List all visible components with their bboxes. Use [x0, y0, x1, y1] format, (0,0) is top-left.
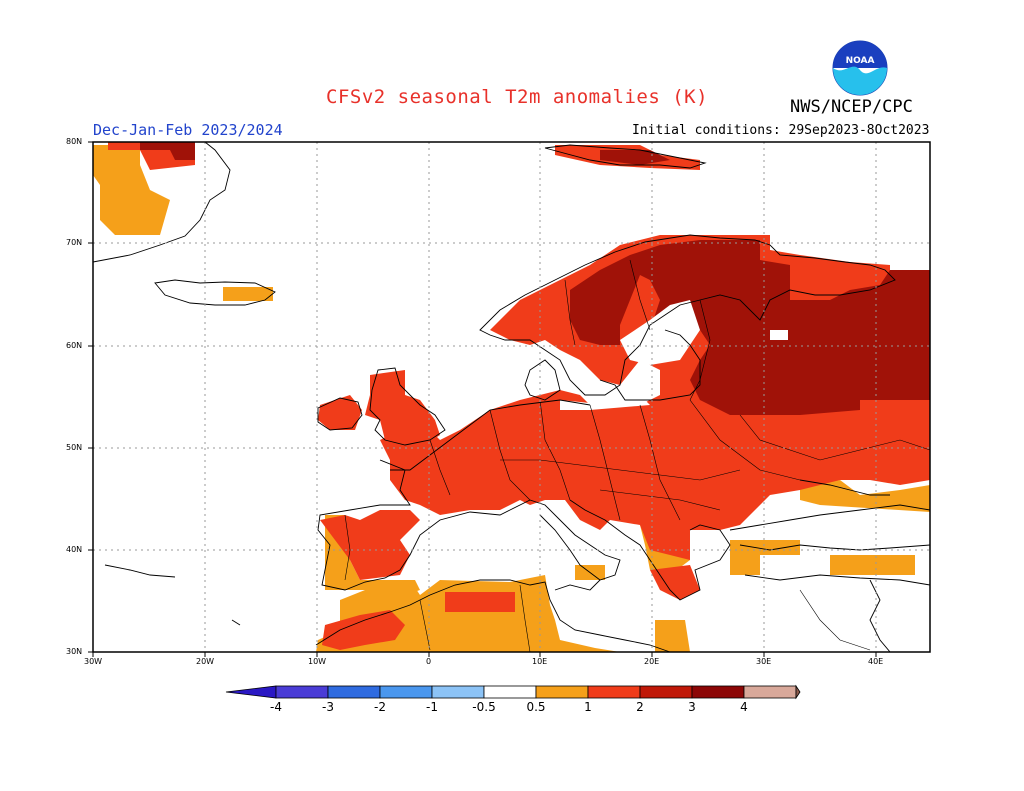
colorbar-tick-label: 1	[584, 700, 592, 714]
colorbar-swatch	[691, 685, 745, 699]
colorbar-swatch	[743, 685, 797, 699]
lon-label: 40E	[868, 657, 884, 666]
colorbar-tick-label: 0.5	[526, 700, 546, 714]
season-label: Dec-Jan-Feb 2023/2024	[93, 121, 283, 139]
anomaly-layer-darkred	[140, 142, 930, 415]
lon-label: 0	[426, 657, 432, 666]
map-frame	[92, 141, 931, 653]
initial-conditions-label: Initial conditions: 29Sep2023-8Oct2023	[632, 123, 930, 138]
lon-label: 10W	[308, 657, 327, 666]
colorbar-swatch	[483, 685, 537, 699]
colorbar-tick-label: 2	[636, 700, 644, 714]
lon-label: 30E	[756, 657, 772, 666]
anomaly-gaps	[560, 300, 788, 410]
lon-label: 20E	[644, 657, 660, 666]
noaa-logo: NOAA	[832, 40, 888, 96]
colorbar-arrow-high	[795, 684, 801, 700]
coastlines	[92, 141, 931, 653]
lon-label: 10E	[532, 657, 548, 666]
colorbar-swatch	[379, 685, 433, 699]
lat-label: 70N	[66, 238, 83, 247]
logo-text: NOAA	[846, 56, 875, 66]
colorbar-tick-label: 4	[740, 700, 748, 714]
colorbar-tick-label: 3	[688, 700, 696, 714]
lat-label: 40N	[66, 545, 83, 554]
lat-label: 30N	[66, 647, 83, 656]
lat-label: 50N	[66, 443, 83, 452]
colorbar-swatch	[587, 685, 641, 699]
lon-label: 20W	[196, 657, 215, 666]
lat-label: 80N	[66, 137, 83, 146]
colorbar-swatch	[431, 685, 485, 699]
colorbar-tick-label: -0.5	[472, 700, 496, 714]
colorbar-swatch	[535, 685, 589, 699]
colorbar-tick-label: -3	[322, 700, 334, 714]
colorbar-tick-label: -2	[374, 700, 386, 714]
axis-ticks	[88, 141, 877, 657]
colorbar-arrow-low	[225, 685, 277, 699]
graticule	[93, 142, 930, 652]
colorbar-swatch	[639, 685, 693, 699]
colorbar-swatch	[275, 685, 329, 699]
colorbar-tick-label: -1	[426, 700, 438, 714]
map-title: CFSv2 seasonal T2m anomalies (K)	[326, 86, 709, 108]
lat-label: 60N	[66, 341, 83, 350]
lon-label: 30W	[84, 657, 103, 666]
agency-label: NWS/NCEP/CPC	[790, 97, 913, 117]
colorbar-tick-label: -4	[270, 700, 282, 714]
colorbar-swatch	[327, 685, 381, 699]
